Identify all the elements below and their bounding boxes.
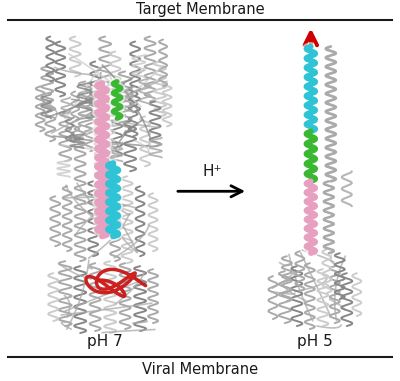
Text: H⁺: H⁺ <box>202 164 222 179</box>
Text: pH 5: pH 5 <box>297 333 333 349</box>
Text: Viral Membrane: Viral Membrane <box>142 362 258 376</box>
Text: Target Membrane: Target Membrane <box>136 2 264 17</box>
Text: pH 7: pH 7 <box>87 333 123 349</box>
